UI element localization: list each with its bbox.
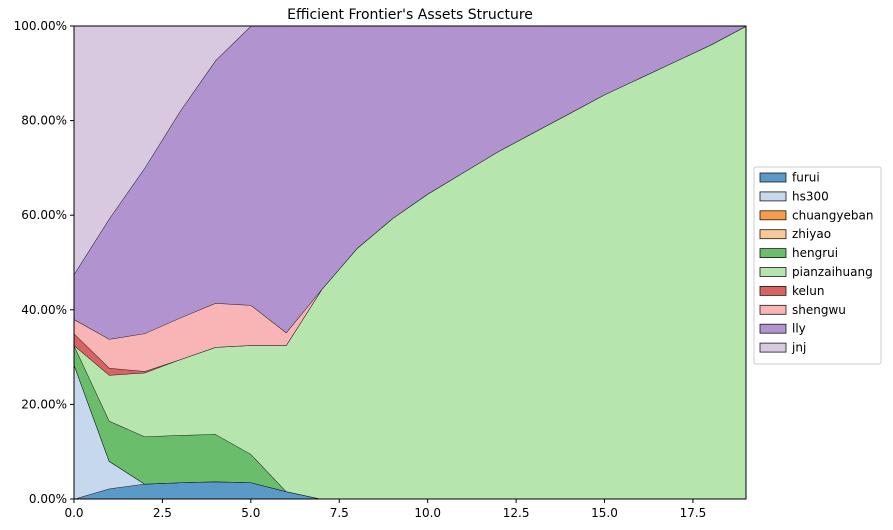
legend-label-zhiyao: zhiyao (792, 227, 831, 241)
x-tick-label: 17.5 (680, 506, 707, 520)
x-tick-label: 5.0 (241, 506, 260, 520)
legend-label-lly: lly (792, 322, 806, 336)
legend-swatch-hs300 (759, 191, 787, 202)
x-tick-label: 12.5 (503, 506, 530, 520)
area-jnj (74, 26, 746, 275)
legend-swatch-kelun (759, 285, 787, 296)
y-tick-label: 80.00% (21, 114, 67, 128)
y-tick-label: 20.00% (21, 397, 67, 411)
legend-swatch-hengrui (759, 248, 787, 259)
legend-label-hengrui: hengrui (792, 246, 838, 260)
legend-swatch-chuangyeban (759, 210, 787, 221)
legend-label-jnj: jnj (791, 341, 806, 355)
y-tick-label: 60.00% (21, 208, 67, 222)
y-axis: 0.00% 20.00% 40.00% 60.00% 80.00% 100.00% (14, 19, 74, 506)
legend-label-pianzaihuang: pianzaihuang (792, 265, 873, 279)
area-furui (74, 481, 746, 499)
legend-swatch-jnj (759, 342, 787, 353)
x-tick-label: 0.0 (64, 506, 83, 520)
area-pianzaihuang (74, 26, 746, 499)
area-lly (74, 26, 746, 340)
legend-swatch-shengwu (759, 304, 787, 315)
y-tick-label: 100.00% (14, 19, 67, 33)
legend-label-furui: furui (792, 171, 820, 185)
y-tick-label: 40.00% (21, 303, 67, 317)
legend-swatch-lly (759, 323, 787, 334)
x-tick-label: 2.5 (153, 506, 172, 520)
x-axis: 0.0 2.5 5.0 7.5 10.0 12.5 15.0 17.5 (64, 499, 706, 520)
legend-swatch-pianzaihuang (759, 267, 787, 277)
legend-label-kelun: kelun (792, 284, 824, 298)
area-hengrui (74, 345, 746, 499)
y-tick-label: 0.00% (29, 492, 67, 506)
stacked-areas (73, 25, 747, 500)
chart-title: Efficient Frontier's Assets Structure (287, 7, 533, 23)
legend-label-chuangyeban: chuangyeban (792, 208, 873, 222)
plot-frame (73, 25, 747, 500)
legend-swatch-zhiyao (759, 229, 787, 240)
area-shengwu (74, 26, 746, 372)
x-tick-label: 10.0 (414, 506, 441, 520)
legend: furui hs300 chuangyeban zhiyao hengrui pianza… (753, 166, 882, 365)
x-tick-label: 15.0 (591, 506, 618, 520)
legend-label-shengwu: shengwu (792, 303, 846, 317)
legend-label-hs300: hs300 (792, 189, 829, 203)
x-tick-label: 7.5 (330, 506, 349, 520)
legend-swatch-furui (759, 172, 787, 183)
